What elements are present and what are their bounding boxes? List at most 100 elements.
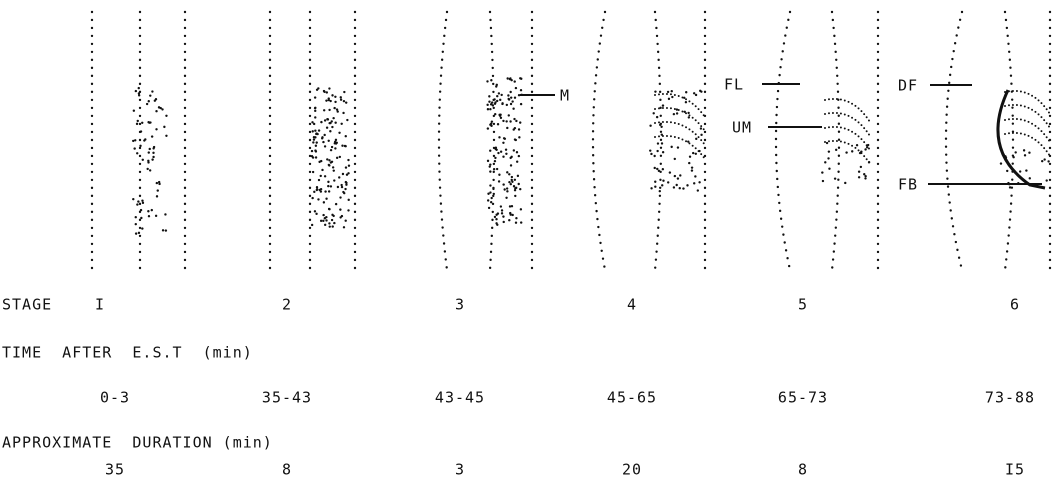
- cell-dot: [489, 170, 492, 173]
- cell-dot: [698, 181, 701, 184]
- cell-dot: [155, 195, 159, 198]
- cell-dot: [694, 175, 697, 178]
- cell-dot: [662, 179, 665, 182]
- cell-dot: [1006, 169, 1009, 173]
- cell-dot: [311, 121, 314, 124]
- cell-dot: [821, 179, 825, 183]
- cell-dot: [137, 86, 140, 90]
- cell-dot: [150, 208, 153, 212]
- cell-dot: [152, 155, 155, 159]
- cell-dot: [495, 213, 498, 216]
- cell-dot: [320, 120, 323, 124]
- dotted-boundary: [653, 10, 663, 272]
- cell-dot: [507, 114, 510, 117]
- cell-dot: [336, 110, 339, 113]
- cell-dot: [322, 213, 325, 217]
- cell-dot: [151, 90, 154, 93]
- cell-dot: [661, 151, 665, 154]
- duration: I5: [1005, 461, 1025, 479]
- cell-dot: [137, 92, 141, 95]
- time-range: 0-3: [100, 389, 130, 407]
- cell-dot: [513, 96, 517, 99]
- cell-dot: [159, 106, 162, 110]
- cell-dot: [520, 77, 523, 80]
- cell-dot: [342, 111, 345, 115]
- cell-dot: [513, 117, 516, 121]
- cell-dot: [147, 210, 150, 213]
- cell-dot: [511, 100, 514, 103]
- cell-dot: [499, 150, 503, 153]
- cell-dot: [490, 120, 494, 123]
- cell-dot: [134, 215, 137, 219]
- cell-dot: [323, 133, 326, 137]
- cell-dot: [343, 90, 346, 94]
- cell-dot: [325, 91, 329, 94]
- cell-dot: [688, 155, 692, 158]
- cell-dot: [499, 116, 503, 120]
- cell-dot: [330, 120, 333, 123]
- cell-dot: [319, 219, 323, 223]
- drawings: [90, 10, 1052, 272]
- cell-dot: [502, 215, 505, 218]
- cell-dot: [315, 88, 319, 91]
- cell-dot: [519, 102, 523, 106]
- cell-dot: [147, 159, 150, 163]
- cell-dot: [311, 196, 314, 200]
- cell-dot: [844, 181, 847, 185]
- cell-dot: [321, 168, 324, 172]
- cell-dot: [497, 180, 501, 183]
- cell-dot: [1022, 149, 1026, 152]
- cell-dot: [519, 221, 523, 224]
- cell-dot: [136, 119, 139, 123]
- cell-dot: [500, 209, 504, 212]
- cell-dot: [864, 148, 867, 151]
- dotted-boundary: [944, 10, 964, 272]
- cell-dot: [344, 187, 347, 191]
- dotted-boundary: [830, 10, 841, 272]
- dotted-boundary: [774, 10, 792, 272]
- stage-number: 4: [627, 296, 637, 314]
- cell-dot: [508, 205, 512, 208]
- stage-number: 3: [455, 296, 465, 314]
- cell-dot: [321, 136, 324, 139]
- cell-dot: [653, 166, 656, 170]
- cell-dot: [825, 141, 829, 145]
- cell-dot: [505, 152, 508, 155]
- cell-dot: [649, 124, 652, 127]
- cell-dot: [139, 208, 143, 212]
- cell-dot: [323, 175, 327, 178]
- cell-dot: [312, 138, 316, 141]
- cell-dot: [330, 145, 334, 149]
- cell-dot: [1012, 156, 1015, 159]
- cell-dot: [315, 212, 318, 216]
- cell-dot: [675, 183, 678, 187]
- cell-dot: [319, 190, 323, 193]
- cell-dot: [492, 187, 495, 191]
- cell-dot: [328, 207, 331, 211]
- cell-dot: [515, 160, 519, 163]
- cell-dot: [322, 201, 326, 204]
- cell-dot: [336, 185, 340, 189]
- cell-dot: [325, 197, 328, 200]
- cell-dot: [672, 186, 676, 189]
- cell-dot: [487, 206, 491, 210]
- cell-dot: [310, 223, 314, 227]
- cell-dot: [137, 231, 141, 235]
- cell-dot: [661, 168, 665, 171]
- cell-dot: [679, 174, 682, 177]
- cell-dot: [495, 218, 498, 221]
- dotted-boundary: [1003, 10, 1015, 272]
- cell-dot: [654, 90, 657, 93]
- cell-dot: [488, 100, 491, 103]
- cell-dot: [699, 127, 703, 130]
- cell-dot: [344, 135, 347, 138]
- cell-dot: [1041, 159, 1044, 163]
- cell-dot: [509, 102, 513, 106]
- cell-dot: [508, 180, 511, 184]
- cell-dot: [148, 169, 152, 172]
- cell-dot: [314, 156, 318, 159]
- cell-dot: [312, 141, 315, 144]
- cell-dot: [328, 225, 331, 228]
- cell-dot: [327, 180, 330, 184]
- cell-dot: [660, 142, 664, 145]
